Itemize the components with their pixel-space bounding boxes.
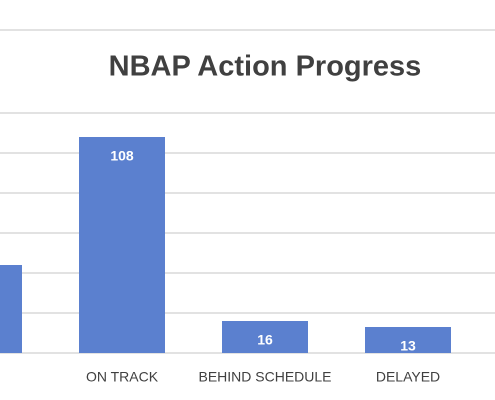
value-label: 13 [400, 338, 416, 354]
bar [222, 321, 308, 353]
value-label: 16 [257, 332, 273, 348]
bar [0, 265, 22, 353]
x-tick-label: BEHIND SCHEDULE [198, 369, 331, 385]
x-tick-label: ON TRACK [86, 369, 159, 385]
x-tick-label: DELAYED [376, 369, 440, 385]
bar [79, 137, 165, 353]
bar [365, 327, 451, 353]
chart-title: NBAP Action Progress [109, 51, 422, 83]
value-label: 108 [110, 148, 134, 164]
